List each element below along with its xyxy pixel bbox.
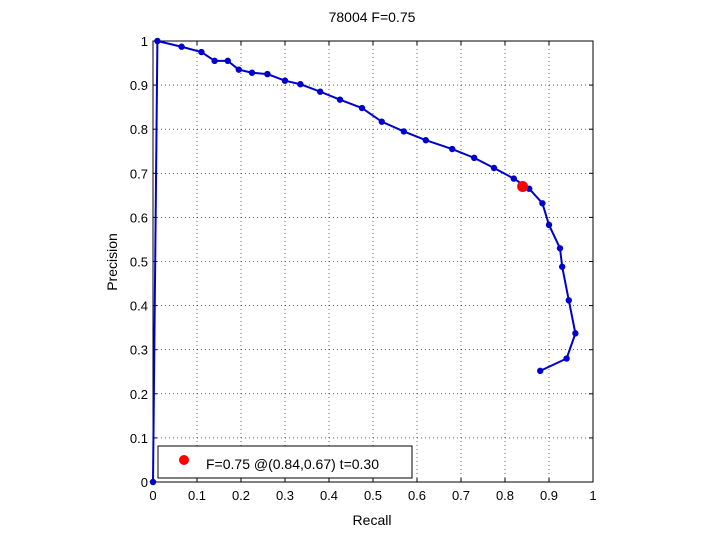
pr-curve-point xyxy=(471,154,478,162)
pr-curve-point xyxy=(559,263,566,270)
pr-curve-point xyxy=(235,66,242,73)
y-tick-label: 0.4 xyxy=(130,299,148,314)
pr-curve-point xyxy=(572,330,579,337)
series-layer xyxy=(149,37,579,486)
legend-box xyxy=(157,445,413,479)
pr-curve-point xyxy=(490,164,498,172)
pr-curve-point xyxy=(510,175,517,182)
pr-curve-point xyxy=(556,245,564,252)
y-tick-label: 0.2 xyxy=(130,387,148,402)
pr-curve-point xyxy=(281,77,289,84)
pr-curve-point xyxy=(565,297,572,304)
pr-curve-point xyxy=(336,96,344,103)
pr-curve-point xyxy=(422,137,429,144)
pr-curve-point xyxy=(198,48,205,56)
y-tick-label: 0.1 xyxy=(130,431,148,446)
pr-curve-point xyxy=(539,200,546,207)
pr-curve-point xyxy=(178,43,185,50)
x-axis-label: Recall xyxy=(353,512,392,528)
legend-entry-label: F=0.75 @(0.84,0.67) t=0.30 xyxy=(206,456,379,472)
pr-curve-point xyxy=(264,70,271,78)
y-tick-label: 0.5 xyxy=(130,255,148,270)
pr-curve-point xyxy=(211,57,218,65)
pr-curve-point xyxy=(248,69,256,76)
y-tick-label: 0.7 xyxy=(130,166,148,181)
pr-curve-point xyxy=(297,81,304,88)
pr-curve-point xyxy=(149,478,157,486)
y-tick-label: 0 xyxy=(141,475,148,490)
axis-ticks: 0 0.1 0.2 0.3 0.4 0.5 0.6 0.7 0.8 0.9 1 0 0.1 0.2 0.3 0… xyxy=(130,34,597,503)
x-tick-label: 0.9 xyxy=(540,488,558,503)
pr-curve-point xyxy=(224,57,231,65)
x-tick-label: 0.3 xyxy=(276,488,294,503)
pr-curve-point xyxy=(400,128,407,135)
legend: F=0.75 @(0.84,0.67) t=0.30 xyxy=(157,445,413,479)
y-tick-label: 0.8 xyxy=(130,122,148,137)
pr-curve-point xyxy=(545,221,553,229)
x-tick-label: 0.7 xyxy=(452,488,470,503)
y-axis-label: Precision xyxy=(104,233,120,291)
pr-curve-point xyxy=(358,104,366,112)
pr-curve-point xyxy=(154,37,161,45)
legend-marker-highlight xyxy=(179,455,189,465)
highlight-layer xyxy=(517,181,529,193)
best-f-point xyxy=(517,181,529,193)
pr-curve-point xyxy=(378,118,385,125)
x-tick-label: 0.1 xyxy=(188,488,206,503)
pr-curve-point xyxy=(537,367,544,375)
y-tick-label: 0.6 xyxy=(130,210,148,225)
x-tick-label: 0.5 xyxy=(364,488,382,503)
x-tick-label: 0.2 xyxy=(232,488,250,503)
x-tick-label: 0 xyxy=(149,488,156,503)
x-tick-label: 0.8 xyxy=(496,488,514,503)
pr-curve-point xyxy=(563,355,570,362)
pr-curve-point xyxy=(317,88,324,95)
x-tick-label: 0.6 xyxy=(408,488,426,503)
grid-lines xyxy=(153,41,593,482)
pr-curve-point xyxy=(449,145,456,153)
chart-title: 78004 F=0.75 xyxy=(329,9,416,25)
y-tick-label: 0.9 xyxy=(130,78,148,93)
x-tick-label: 1 xyxy=(589,488,596,503)
x-tick-label: 0.4 xyxy=(320,488,338,503)
y-tick-label: 1 xyxy=(141,34,148,49)
y-tick-label: 0.3 xyxy=(130,343,148,358)
